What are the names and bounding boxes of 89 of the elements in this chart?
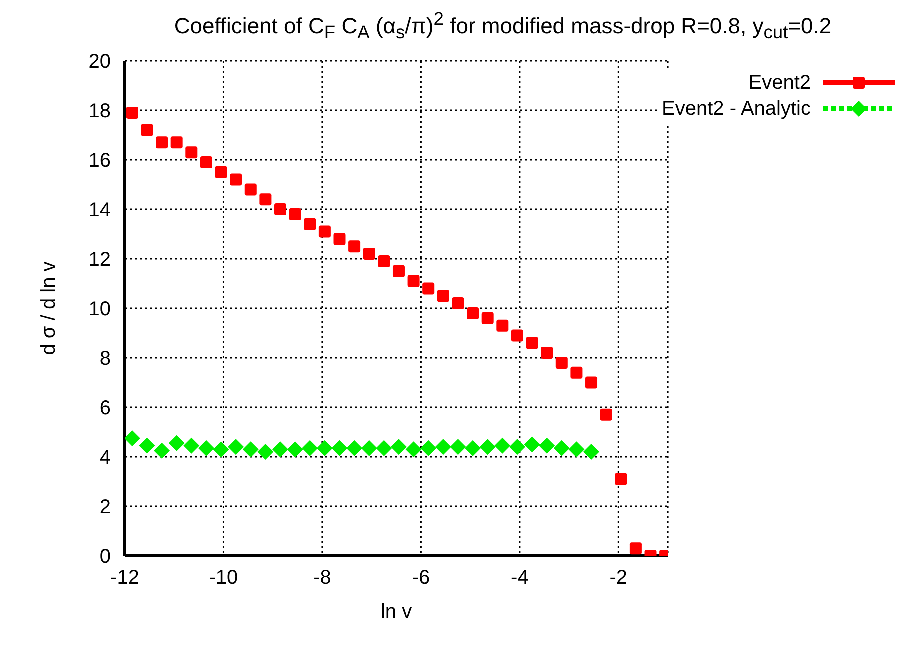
point (287, 442, 304, 458)
point (511, 330, 524, 342)
y-tick-label: 20 (88, 51, 111, 74)
point (378, 255, 390, 268)
point (213, 442, 230, 458)
y-tick-label: 12 (88, 249, 111, 272)
point (318, 226, 331, 238)
point (139, 438, 156, 454)
point (186, 146, 198, 159)
point (184, 438, 200, 454)
y-tick-label: 0 (100, 546, 111, 568)
point (615, 473, 628, 486)
y-tick-label: 16 (88, 150, 111, 172)
point (361, 440, 378, 456)
point (363, 248, 376, 260)
point (482, 312, 494, 324)
point (467, 307, 480, 320)
chart-title: Coefficient of C$_{F}$ C$_{A}$ (α$_{s}$/π)$^{2}$ for modified mass-drop R=0.8, y$_{cut}$=0.2 (174, 8, 832, 43)
y-tick-label: 4 (100, 447, 111, 470)
point (465, 440, 482, 456)
point (600, 408, 612, 421)
point (630, 542, 642, 555)
point (260, 194, 272, 206)
point (304, 218, 316, 230)
point (154, 442, 170, 459)
y-tick-label: 8 (100, 348, 111, 370)
point (230, 174, 242, 186)
x-tick-label: -2 (610, 567, 628, 590)
y-tick-label: 2 (100, 496, 111, 519)
point (272, 442, 289, 458)
x-tick-label: -8 (314, 567, 332, 590)
y-tick-label: 18 (88, 100, 111, 123)
legend-label: Event2 - Analytic (662, 97, 811, 122)
point (494, 438, 511, 454)
point (586, 376, 598, 389)
point (126, 106, 138, 119)
point (524, 436, 540, 453)
x-tick-label: -10 (209, 567, 238, 590)
point (198, 440, 214, 456)
point (496, 320, 509, 332)
point (541, 347, 554, 360)
point (408, 275, 420, 288)
point (480, 439, 496, 456)
point (435, 439, 452, 456)
point (242, 442, 259, 458)
point (228, 439, 244, 456)
point (556, 356, 568, 369)
point (452, 298, 464, 310)
x-tick-label: -12 (110, 567, 140, 590)
point (200, 156, 212, 168)
point (584, 444, 600, 460)
point (168, 435, 185, 452)
point (390, 439, 407, 456)
point (526, 337, 538, 350)
point (568, 442, 585, 458)
point (141, 124, 154, 136)
y-tick-label: 6 (100, 398, 111, 420)
point (244, 184, 257, 196)
point (156, 136, 168, 149)
point (334, 233, 346, 246)
point (437, 290, 450, 302)
point (406, 442, 422, 458)
x-axis-title: ln v (380, 601, 412, 623)
point (450, 439, 466, 456)
point (539, 438, 556, 454)
point (509, 439, 526, 456)
point (422, 282, 435, 295)
point (170, 136, 183, 149)
point (346, 440, 363, 456)
y-tick-label: 10 (88, 298, 111, 321)
legend-label: Event2 (748, 71, 811, 96)
point (392, 265, 405, 278)
point (348, 240, 361, 253)
point (302, 440, 318, 456)
point (376, 440, 392, 456)
point (332, 440, 348, 456)
x-tick-label: -6 (412, 567, 430, 590)
point (215, 166, 228, 178)
x-tick-label: -4 (511, 567, 529, 590)
point (554, 440, 570, 456)
point (274, 204, 287, 216)
point (420, 440, 437, 456)
y-tick-label: 14 (88, 200, 111, 222)
point (289, 208, 302, 220)
point (570, 366, 583, 379)
point (258, 444, 274, 460)
point (316, 440, 333, 456)
y-axis-title: d σ / d ln v (38, 262, 60, 356)
point (125, 430, 140, 446)
